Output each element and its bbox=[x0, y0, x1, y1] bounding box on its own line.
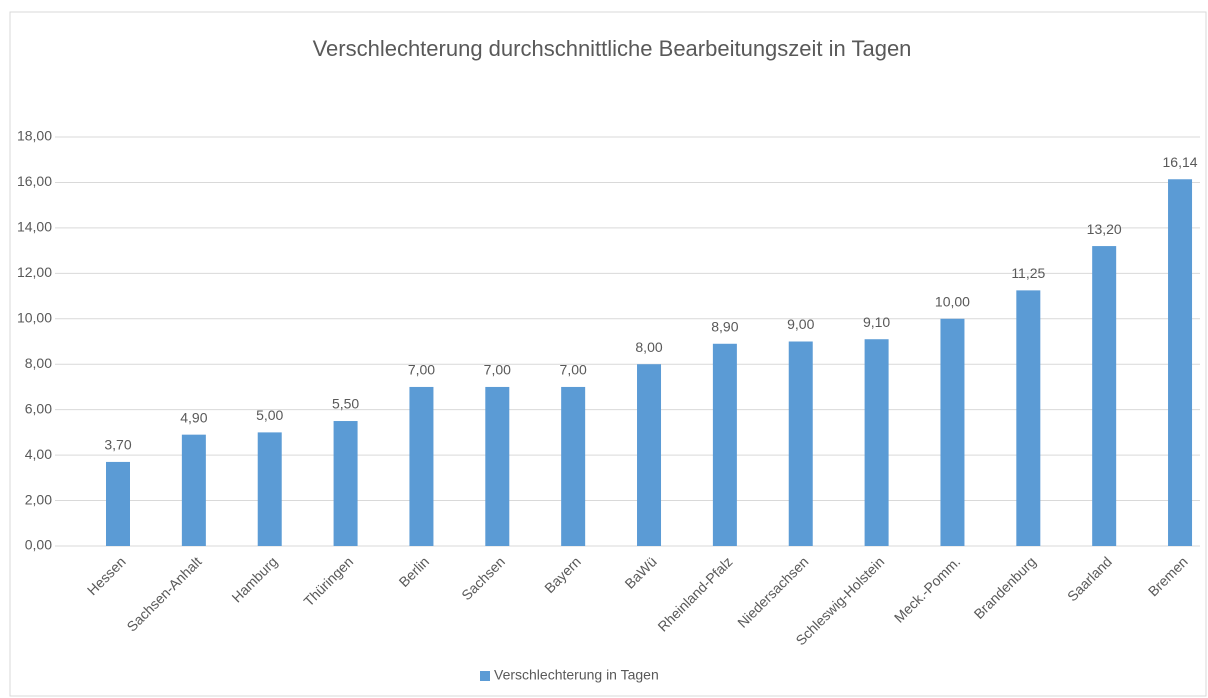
legend-label: Verschlechterung in Tagen bbox=[494, 667, 659, 683]
bar bbox=[181, 434, 206, 546]
bar bbox=[485, 386, 510, 546]
chart-frame bbox=[9, 11, 1207, 697]
bar bbox=[106, 461, 130, 546]
bar bbox=[864, 339, 889, 546]
y-tick-label: 12,00 bbox=[17, 264, 52, 280]
data-label: 9,00 bbox=[787, 316, 814, 332]
data-label: 3,70 bbox=[104, 437, 131, 453]
bar bbox=[561, 386, 586, 546]
data-label: 7,00 bbox=[408, 362, 435, 378]
bar bbox=[333, 421, 358, 546]
data-label: 5,00 bbox=[256, 407, 283, 423]
data-label: 5,50 bbox=[332, 396, 359, 412]
legend-swatch bbox=[480, 671, 490, 681]
data-label: 8,90 bbox=[711, 318, 738, 334]
data-label: 7,00 bbox=[560, 362, 587, 378]
data-label: 11,25 bbox=[1011, 265, 1045, 281]
bar bbox=[712, 343, 737, 546]
bar bbox=[1168, 179, 1193, 546]
y-tick-label: 2,00 bbox=[25, 491, 52, 507]
data-label: 9,10 bbox=[863, 314, 890, 330]
data-label: 8,00 bbox=[635, 339, 662, 355]
y-tick-label: 18,00 bbox=[17, 128, 52, 144]
y-tick-label: 16,00 bbox=[17, 173, 52, 189]
bar bbox=[637, 364, 662, 546]
bar bbox=[788, 341, 813, 546]
y-tick-label: 8,00 bbox=[25, 355, 52, 371]
data-label: 16,14 bbox=[1163, 154, 1198, 170]
bar bbox=[940, 318, 965, 546]
chart-title: Verschlechterung durchschnittliche Bearb… bbox=[313, 36, 912, 61]
y-tick-label: 4,00 bbox=[25, 446, 52, 462]
bar bbox=[409, 386, 434, 546]
data-label: 10,00 bbox=[935, 293, 970, 309]
data-label: 4,90 bbox=[180, 409, 207, 425]
y-tick-label: 14,00 bbox=[17, 219, 52, 235]
y-tick-label: 0,00 bbox=[25, 537, 52, 553]
data-label: 13,20 bbox=[1087, 221, 1122, 237]
bar bbox=[257, 432, 282, 546]
y-tick-label: 6,00 bbox=[25, 400, 52, 416]
bar bbox=[1092, 246, 1117, 547]
y-tick-label: 10,00 bbox=[17, 309, 52, 325]
data-label: 7,00 bbox=[484, 362, 511, 378]
bar bbox=[1016, 290, 1041, 546]
